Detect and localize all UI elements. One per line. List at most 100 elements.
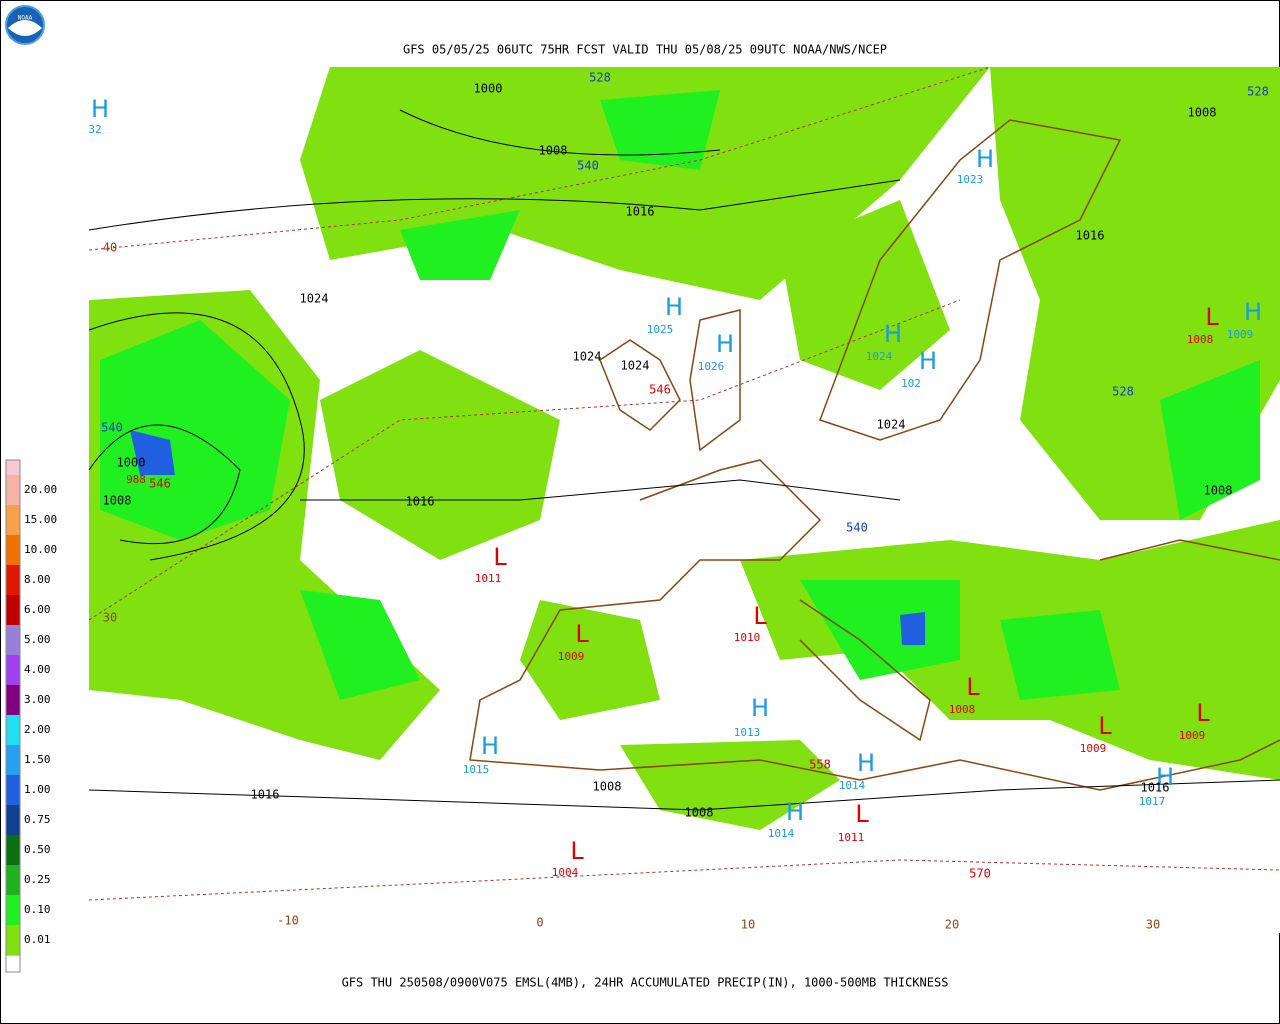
isobar-label: 1016	[1076, 229, 1105, 243]
center-pressure: 1015	[463, 763, 490, 776]
center-pressure: 1009	[1227, 328, 1254, 341]
footer: GFS THU 250508/0900V075 EMSL(4MB), 24HR …	[342, 976, 949, 990]
center-symbol: L	[1196, 699, 1210, 727]
isobars	[88, 109, 1280, 811]
legend-swatch	[6, 925, 20, 955]
thickness-label: 570	[969, 867, 991, 881]
legend-swatch	[6, 655, 20, 685]
legend-label: 1.00	[24, 783, 51, 796]
coastlines	[469, 119, 1280, 791]
legend-label: 0.25	[24, 873, 51, 886]
isobar-label: 1016	[406, 495, 435, 509]
center-pressure: 1023	[957, 173, 984, 186]
center-symbol: H	[884, 320, 902, 348]
title: GFS 05/05/25 06UTC 75HR FCST VALID THU 0…	[403, 43, 887, 57]
center-symbol: H	[857, 749, 875, 777]
center-symbol: L	[966, 673, 980, 701]
center-pressure: 1009	[1080, 742, 1107, 755]
isobar-label: 1016	[1141, 781, 1170, 795]
center-pressure: 1011	[838, 831, 865, 844]
thickness-label: 540	[846, 521, 868, 535]
center-pressure: 1013	[734, 726, 761, 739]
center-pressure: 1025	[647, 323, 674, 336]
graticule-label: 30	[103, 611, 117, 625]
legend-label: 20.00	[24, 483, 57, 496]
thickness-label: 528	[589, 71, 611, 85]
legend-label: 3.00	[24, 693, 51, 706]
legend: 20.00 15.00 10.00 8.00 6.00 5.00 4.00 3.00 2.00 1…	[5, 459, 57, 973]
center-symbol: L	[855, 800, 869, 828]
isobar-label: 1016	[251, 788, 280, 802]
center-pressure: 1014	[839, 779, 866, 792]
isobar-label: 1008	[1204, 484, 1233, 498]
center-pressure: 1011	[475, 572, 502, 585]
thickness-label: 546	[149, 477, 171, 491]
graticule-label: 0	[536, 916, 543, 930]
isobar-label: 1008	[685, 806, 714, 820]
isobar-label: 1000	[474, 82, 503, 96]
legend-label: 1.50	[24, 753, 51, 766]
graticule-label: 20	[945, 918, 959, 932]
graticule-label: 10	[741, 918, 755, 932]
legend-label: 8.00	[24, 573, 51, 586]
center-symbol: H	[1244, 298, 1262, 326]
legend-swatch	[6, 535, 20, 565]
legend-label: 15.00	[24, 513, 57, 526]
center-pressure: 1024	[866, 350, 893, 363]
legend-label: 6.00	[24, 603, 51, 616]
center-symbol: H	[481, 732, 499, 760]
thickness-label: 546	[649, 383, 671, 397]
center-pressure: 1014	[768, 827, 795, 840]
center-symbol: L	[493, 543, 507, 571]
map	[88, 66, 1280, 933]
center-symbol: L	[570, 837, 584, 865]
center-symbol: L	[575, 620, 589, 648]
graticule-label: 40	[103, 241, 117, 255]
legend-border	[5, 459, 21, 973]
precip-moderate	[100, 90, 1260, 700]
legend-swatch	[6, 625, 20, 655]
isobar-label: 1024	[621, 359, 650, 373]
noaa-logo: NOAA	[5, 5, 45, 45]
center-symbol: H	[976, 145, 994, 173]
isobar-label: 1000	[117, 456, 146, 470]
legend-swatch	[6, 565, 20, 595]
thickness-lines	[88, 66, 1280, 901]
isobar-label: 1024	[300, 292, 329, 306]
legend-swatch	[6, 460, 20, 475]
thickness-label: 528	[1112, 385, 1134, 399]
center-pressure: 1009	[558, 650, 585, 663]
center-pressure: 32	[88, 123, 101, 136]
center-symbol: H	[919, 347, 937, 375]
legend-label: 0.50	[24, 843, 51, 856]
center-pressure: 1026	[698, 360, 725, 373]
legend-swatch	[6, 895, 20, 925]
center-pressure: 1004	[552, 866, 579, 879]
legend-swatch	[5, 954, 21, 973]
isobar-label: 1008	[1188, 106, 1217, 120]
thickness-label: 558	[809, 758, 831, 772]
thickness-label: 540	[577, 159, 599, 173]
isobar-label: 1024	[877, 418, 906, 432]
center-pressure: 1009	[1179, 729, 1206, 742]
center-pressure: 1010	[734, 631, 761, 644]
legend-label: 0.75	[24, 813, 51, 826]
legend-label: 4.00	[24, 663, 51, 676]
center-symbol: H	[751, 694, 769, 722]
center-pressure: 988	[126, 473, 146, 486]
graticule-label: 30	[1146, 918, 1160, 932]
legend-swatch	[6, 475, 20, 505]
legend-label: 10.00	[24, 543, 57, 556]
center-symbol: L	[1098, 712, 1112, 740]
legend-swatch	[6, 745, 20, 775]
thickness-label: 528	[1247, 85, 1269, 99]
isobar-label: 1008	[103, 494, 132, 508]
legend-swatch	[6, 775, 20, 805]
center-symbol: L	[753, 602, 767, 630]
center-symbol: H	[665, 293, 683, 321]
isobar-label: 1016	[626, 205, 655, 219]
legend-swatch	[6, 595, 20, 625]
legend-swatch	[6, 685, 20, 715]
legend-label: 0.01	[24, 933, 51, 946]
legend-swatch	[6, 805, 20, 835]
